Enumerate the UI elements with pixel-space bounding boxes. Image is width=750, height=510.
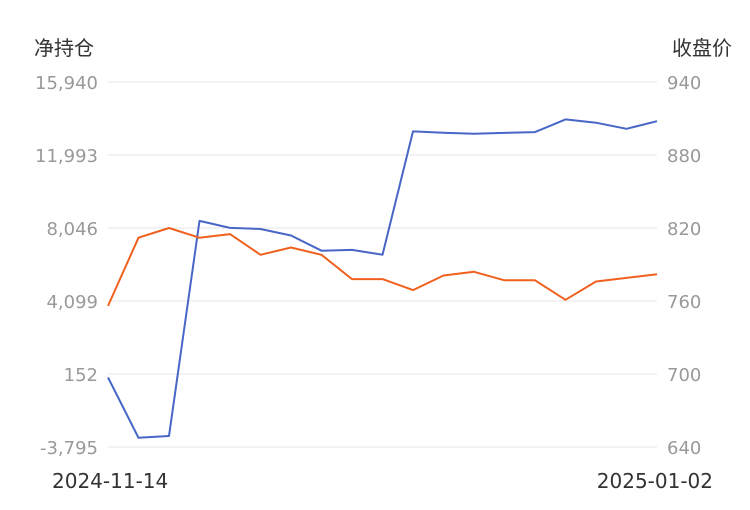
left-tick-label: 11,993 — [35, 146, 98, 167]
right-tick-label: 640 — [667, 438, 701, 459]
series-line-2 — [107, 227, 658, 307]
right-tick-label: 940 — [667, 73, 701, 94]
right-axis-ticks: 940 880 820 760 700 640 — [667, 73, 701, 459]
right-axis-title: 收盘价 — [672, 36, 732, 60]
right-tick-label: 880 — [667, 146, 701, 167]
series-line-1 — [107, 118, 658, 439]
right-tick-label: 760 — [667, 292, 701, 313]
left-tick-label: 8,046 — [46, 219, 98, 240]
x-end-label: 2025-01-02 — [597, 469, 713, 493]
left-tick-label: -3,795 — [40, 438, 98, 459]
x-start-label: 2024-11-14 — [52, 469, 168, 493]
left-tick-label: 15,940 — [35, 73, 98, 94]
grid-lines — [108, 81, 657, 448]
left-tick-label: 4,099 — [46, 292, 98, 313]
left-tick-label: 152 — [64, 365, 98, 386]
left-axis-title: 净持仓 — [34, 36, 94, 60]
right-tick-label: 700 — [667, 365, 701, 386]
series-layer — [107, 118, 658, 439]
left-axis-ticks: 15,940 11,993 8,046 4,099 152 -3,795 — [35, 73, 98, 459]
right-tick-label: 820 — [667, 219, 701, 240]
